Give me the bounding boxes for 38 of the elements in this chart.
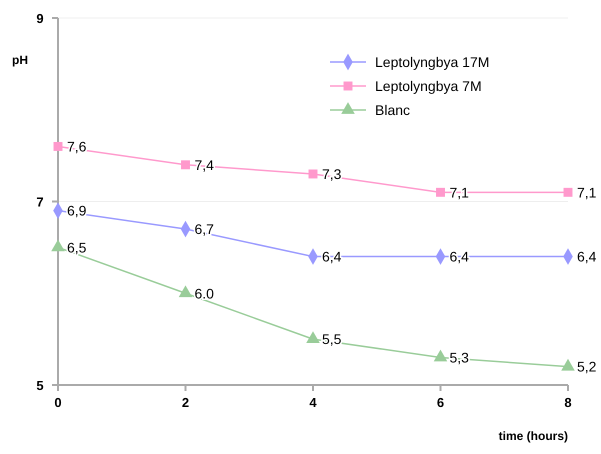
data-label: 6,4 [322, 248, 342, 265]
y-tick-label: 5 [36, 378, 44, 393]
x-tick-label: 0 [54, 395, 62, 410]
point [181, 160, 190, 170]
x-tick-label: 8 [564, 395, 572, 410]
point [436, 188, 445, 197]
data-label: 7,1 [450, 184, 470, 200]
data-label: 5,2 [577, 358, 597, 375]
point [178, 285, 192, 298]
x-tick-label: 6 [436, 395, 444, 410]
point [434, 350, 448, 362]
data-label: 7,1 [577, 184, 597, 200]
point [564, 188, 572, 197]
data-label: 6.0 [194, 285, 214, 302]
x-axis-title: time (hours) [498, 429, 568, 443]
legend-label: Leptolyngbya 17M [375, 54, 490, 70]
data-label: 7,3 [322, 166, 342, 182]
data-label: 6,5 [67, 239, 87, 256]
data-label: 6,4 [450, 248, 470, 265]
data-label: 7,4 [194, 156, 214, 173]
point [308, 170, 318, 178]
data-label: 6,4 [577, 248, 597, 265]
data-label: 5,5 [322, 331, 342, 348]
data-label: 6,7 [194, 221, 214, 238]
data-label: 7,6 [67, 138, 87, 154]
legend-label: Blanc [375, 102, 410, 118]
y-tick-label: 9 [36, 11, 44, 26]
data-label: 5,3 [450, 349, 470, 366]
y-axis-title: pH [12, 53, 28, 67]
point [561, 358, 575, 371]
point [51, 240, 65, 252]
x-tick-label: 2 [182, 395, 190, 410]
point [306, 331, 320, 344]
x-tick-label: 4 [309, 395, 318, 410]
legend-label: Leptolyngbya 7M [375, 78, 482, 94]
data-label: 6,9 [67, 202, 87, 219]
point [54, 142, 62, 151]
y-tick-label: 7 [36, 194, 44, 210]
